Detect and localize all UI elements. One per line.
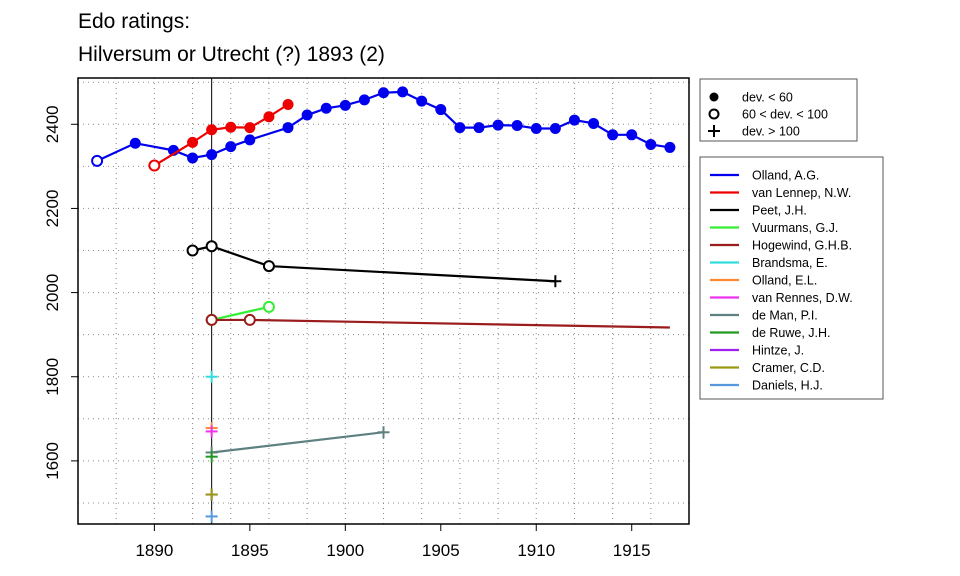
point-marker [358,94,370,106]
point-marker [378,87,389,99]
point-marker [626,129,638,141]
series-legend: Olland, A.G. van Lennep, N.W. Peet, J.H. Vu… [699,156,884,400]
point-marker [244,122,256,134]
y-tick-label: 1600 [43,442,62,480]
point-marker [645,138,657,150]
series-line [211,305,270,322]
point-marker [492,119,504,131]
x-tick-label: 1910 [517,541,555,560]
point-marker [243,313,256,326]
series-van-rennes-d-w [205,425,218,438]
legend-label: Brandsma, E. [752,256,828,270]
series-daniels-h-j [205,510,218,523]
point-marker [225,121,237,133]
legend-label: van Lennep, N.W. [752,186,851,200]
point-marker [91,154,104,167]
point-marker [187,152,199,164]
x-tick-label: 1900 [326,541,364,560]
point-marker [549,122,561,134]
marker-legend-label: dev. > 100 [742,125,800,139]
point-marker [282,122,294,134]
series-de-man-p-i [205,426,390,459]
legend-label: de Ruwe, J.H. [752,326,831,340]
x-tick-label: 1905 [422,541,460,560]
legend-label: de Man, P.I. [752,309,818,323]
point-marker [530,122,542,134]
legend-label: Daniels, H.J. [752,379,823,393]
point-marker [320,102,332,114]
point-marker [206,124,218,136]
point-marker [473,122,485,134]
series-line [211,431,384,454]
x-tick-label: 1915 [613,541,651,560]
marker-legend-label: 60 < dev. < 100 [742,108,828,122]
y-tick-label: 1800 [43,358,62,396]
point-marker [339,99,351,111]
point-marker [187,136,199,148]
open-circle-icon [708,108,720,120]
series-olland-a-g [91,86,676,167]
legend-label: Cramer, C.D. [752,361,825,375]
y-tick-label: 2200 [43,190,62,228]
axes: 1890 1895 1900 1905 1910 1915 1600 1800 2000 2200… [43,105,651,560]
legend-label: Peet, J.H. [752,204,807,218]
point-marker [511,120,523,132]
series-line [192,245,556,283]
series-line [211,318,670,329]
point-marker [454,122,466,134]
point-marker [301,109,313,121]
series-van-lennep-n-w [148,99,294,172]
point-marker [588,117,600,129]
x-tick-label: 1890 [135,541,173,560]
marker-legend-label: dev. < 60 [742,91,793,105]
point-marker [664,141,676,153]
plot-series [91,86,676,523]
point-marker [262,300,275,313]
point-marker [435,104,447,116]
plot-frame [77,77,690,525]
point-marker [263,111,275,123]
legend-label: Hogewind, G.H.B. [752,239,852,253]
point-marker [262,260,275,273]
point-marker [568,114,580,126]
series-peet-j-h [186,240,562,288]
series-cramer-c-d [205,488,218,501]
point-marker [206,149,218,161]
point-marker [225,141,237,153]
point-marker [205,313,218,326]
point-marker [607,129,619,141]
legend-label: Vuurmans, G.J. [752,221,838,235]
point-marker [397,86,409,98]
point-marker [244,134,256,146]
point-marker [282,99,294,111]
series-line [96,90,671,162]
x-tick-label: 1895 [231,541,269,560]
filled-circle-icon [709,92,719,102]
marker-legend-box [699,78,858,142]
series-de-ruwe-j-h [205,450,218,463]
legend-label: Hintze, J. [752,344,804,358]
grid-lines [78,78,689,524]
point-marker [148,159,161,172]
series-brandsma-e [205,370,218,383]
marker-legend: dev. < 60 60 < dev. < 100 dev. > 100 [699,78,858,142]
point-marker [205,240,218,253]
point-marker [129,137,141,149]
legend-label: Olland, E.L. [752,274,817,288]
y-tick-label: 2000 [43,274,62,312]
legend-label: Olland, A.G. [752,169,819,183]
y-tick-label: 2400 [43,105,62,143]
chart-subtitle: Hilversum or Utrecht (?) 1893 (2) [78,43,385,66]
series-legend-box [699,156,884,400]
series-hogewind-g-h-b [205,313,670,329]
legend-label: van Rennes, D.W. [752,291,853,305]
point-marker [416,95,428,107]
point-marker [186,244,199,257]
chart-title: Edo ratings: [78,10,190,33]
